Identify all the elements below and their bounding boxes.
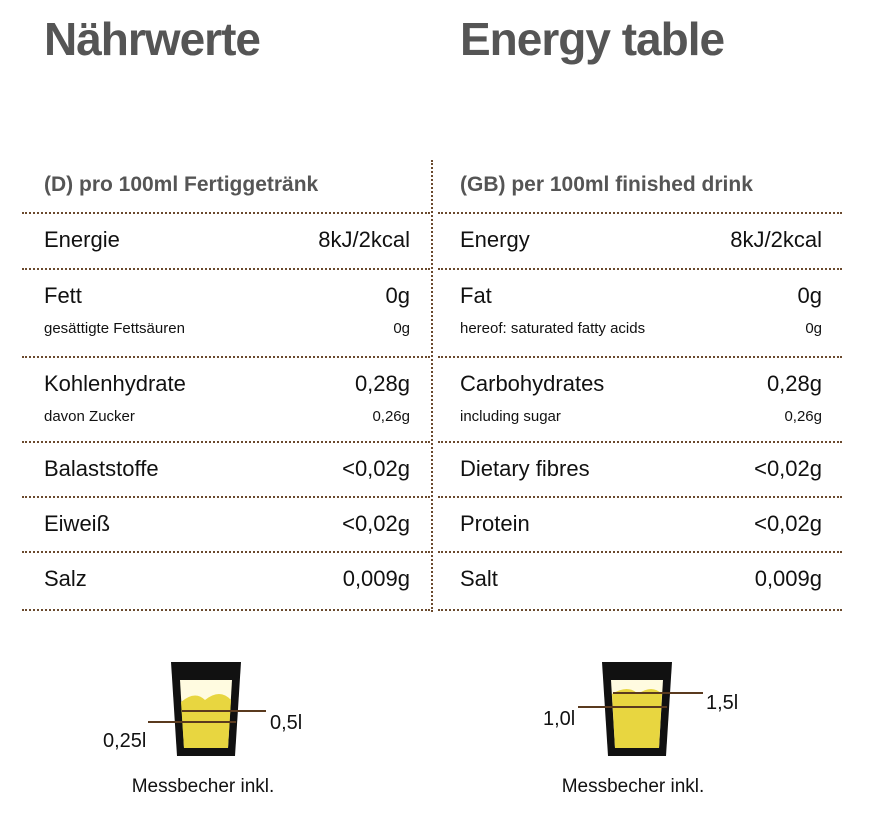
cup-caption: Messbecher inkl. (131, 776, 275, 797)
row-separator (22, 496, 430, 498)
row-value: 0g (385, 283, 410, 308)
row-value: 0,28g (766, 371, 822, 396)
row-value: 0,009g (342, 566, 410, 591)
sub-row-value: 0,26g (372, 408, 410, 425)
table-header: (GB) per 100ml finished drink (460, 173, 753, 196)
row-name: Carbohydrates (460, 371, 605, 396)
sub-row-value: 0g (393, 320, 410, 337)
row-name: Dietary fibres (460, 456, 590, 481)
title: Energy table (460, 13, 725, 65)
row-value: <0,02g (342, 456, 410, 481)
sub-row-name: hereof: saturated fatty acids (460, 320, 646, 337)
row-name: Fett (44, 283, 82, 308)
row-value: 0g (797, 283, 822, 308)
cup-right (578, 662, 703, 756)
row-separator (438, 268, 842, 270)
row-name: Eiweiß (44, 511, 111, 536)
row-name: Energy (460, 227, 530, 252)
table-header: (D) pro 100ml Fertiggetränk (44, 173, 319, 196)
row-separator (22, 356, 430, 358)
row-value: <0,02g (754, 511, 822, 536)
sub-row-value: 0,26g (784, 408, 822, 425)
column-divider (431, 160, 433, 612)
row-separator (22, 212, 430, 214)
row-separator (438, 356, 842, 358)
cup-low-label: 1,0l (543, 708, 576, 730)
row-value: 8kJ/2kcal (318, 227, 410, 252)
sub-row-name: davon Zucker (44, 408, 135, 425)
row-name: Fat (460, 283, 492, 308)
sub-row-value: 0g (805, 320, 822, 337)
row-name: Protein (460, 511, 530, 536)
title: Nährwerte (44, 13, 261, 65)
sub-row-name: including sugar (460, 408, 561, 425)
row-name: Salz (44, 566, 87, 591)
row-value: <0,02g (342, 511, 410, 536)
row-name: Kohlenhydrate (44, 371, 186, 396)
row-separator (22, 609, 430, 611)
row-separator (438, 496, 842, 498)
cup-left (148, 662, 266, 756)
row-separator (438, 609, 842, 611)
row-separator (438, 441, 842, 443)
row-value: 0,28g (354, 371, 410, 396)
row-value: 8kJ/2kcal (730, 227, 822, 252)
cup-caption: Messbecher inkl. (561, 776, 705, 797)
cup-high-label: 0,5l (270, 712, 303, 734)
row-separator (438, 212, 842, 214)
cup-high-label: 1,5l (706, 692, 739, 714)
row-name: Salt (460, 566, 498, 591)
row-value: 0,009g (754, 566, 822, 591)
row-name: Energie (44, 227, 120, 252)
row-separator (22, 441, 430, 443)
row-name: Balaststoffe (44, 456, 159, 481)
cup-low-label: 0,25l (103, 730, 147, 752)
row-separator (438, 551, 842, 553)
row-separator (22, 551, 430, 553)
row-value: <0,02g (754, 456, 822, 481)
sub-row-name: gesättigte Fettsäuren (44, 320, 185, 337)
row-separator (22, 268, 430, 270)
